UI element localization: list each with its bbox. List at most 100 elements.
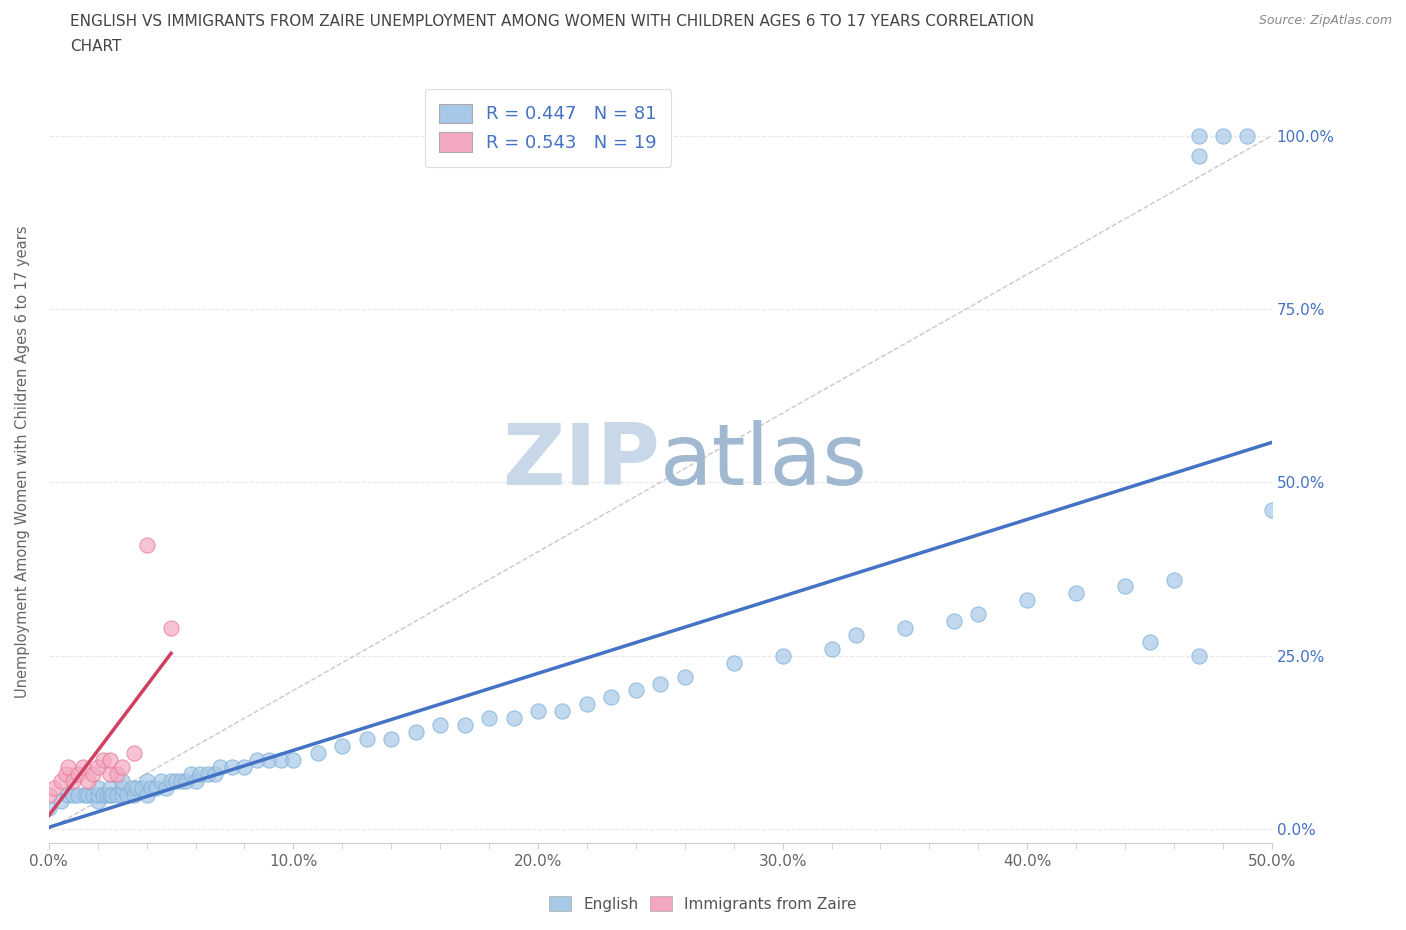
- Point: [174, 773, 197, 788]
- Point: [221, 759, 243, 774]
- Point: [111, 787, 134, 802]
- Point: [98, 766, 121, 781]
- Point: [115, 787, 138, 802]
- Point: [141, 780, 163, 795]
- Point: [380, 732, 402, 747]
- Point: [58, 787, 80, 802]
- Point: [111, 780, 134, 795]
- Point: [184, 773, 207, 788]
- Point: [894, 620, 917, 635]
- Point: [135, 538, 157, 552]
- Y-axis label: Unemployment Among Women with Children Ages 6 to 17 years: Unemployment Among Women with Children A…: [15, 225, 30, 698]
- Point: [233, 759, 256, 774]
- Point: [125, 780, 148, 795]
- Point: [124, 746, 146, 761]
- Point: [105, 766, 128, 781]
- Point: [820, 642, 842, 657]
- Point: [551, 704, 574, 719]
- Text: Source: ZipAtlas.com: Source: ZipAtlas.com: [1258, 14, 1392, 27]
- Point: [723, 656, 745, 671]
- Point: [135, 773, 157, 788]
- Point: [1163, 572, 1185, 587]
- Point: [86, 759, 108, 774]
- Point: [77, 787, 100, 802]
- Point: [150, 773, 173, 788]
- Point: [165, 773, 187, 788]
- Point: [101, 787, 124, 802]
- Point: [1187, 149, 1209, 164]
- Legend: English, Immigrants from Zaire: English, Immigrants from Zaire: [543, 890, 863, 918]
- Point: [131, 780, 153, 795]
- Point: [58, 759, 80, 774]
- Text: ZIP: ZIP: [502, 420, 661, 503]
- Point: [429, 718, 451, 733]
- Point: [600, 690, 623, 705]
- Point: [124, 787, 146, 802]
- Point: [942, 614, 965, 629]
- Point: [42, 780, 65, 795]
- Point: [160, 773, 183, 788]
- Point: [111, 759, 134, 774]
- Point: [650, 676, 672, 691]
- Point: [98, 787, 121, 802]
- Point: [38, 801, 60, 816]
- Point: [1236, 128, 1258, 143]
- Point: [91, 787, 114, 802]
- Point: [246, 752, 269, 767]
- Point: [91, 752, 114, 767]
- Point: [1064, 586, 1087, 601]
- Point: [330, 738, 353, 753]
- Point: [135, 787, 157, 802]
- Point: [145, 780, 167, 795]
- Text: CHART: CHART: [70, 39, 122, 54]
- Point: [307, 746, 329, 761]
- Point: [170, 773, 193, 788]
- Point: [121, 780, 143, 795]
- Point: [98, 752, 121, 767]
- Point: [111, 773, 134, 788]
- Legend: R = 0.447   N = 81, R = 0.543   N = 19: R = 0.447 N = 81, R = 0.543 N = 19: [425, 89, 671, 166]
- Point: [55, 766, 77, 781]
- Point: [72, 759, 94, 774]
- Point: [405, 724, 427, 739]
- Point: [96, 787, 118, 802]
- Text: ENGLISH VS IMMIGRANTS FROM ZAIRE UNEMPLOYMENT AMONG WOMEN WITH CHILDREN AGES 6 T: ENGLISH VS IMMIGRANTS FROM ZAIRE UNEMPLO…: [70, 14, 1035, 29]
- Point: [673, 670, 696, 684]
- Point: [67, 766, 90, 781]
- Point: [356, 732, 378, 747]
- Point: [197, 766, 219, 781]
- Point: [155, 780, 177, 795]
- Point: [967, 606, 990, 621]
- Point: [160, 620, 183, 635]
- Point: [1114, 579, 1136, 594]
- Point: [1187, 648, 1209, 663]
- Point: [82, 766, 104, 781]
- Point: [1187, 128, 1209, 143]
- Point: [38, 787, 60, 802]
- Point: [86, 787, 108, 802]
- Point: [49, 773, 72, 788]
- Point: [105, 787, 128, 802]
- Point: [502, 711, 524, 725]
- Point: [77, 773, 100, 788]
- Point: [527, 704, 550, 719]
- Point: [62, 773, 84, 788]
- Point: [180, 766, 202, 781]
- Point: [49, 794, 72, 809]
- Point: [575, 697, 598, 711]
- Point: [208, 759, 231, 774]
- Point: [86, 780, 108, 795]
- Point: [1261, 503, 1284, 518]
- Point: [624, 683, 647, 698]
- Point: [82, 787, 104, 802]
- Point: [1212, 128, 1234, 143]
- Point: [845, 628, 868, 643]
- Point: [478, 711, 501, 725]
- Point: [453, 718, 475, 733]
- Point: [75, 787, 97, 802]
- Point: [772, 648, 794, 663]
- Point: [190, 766, 212, 781]
- Point: [283, 752, 305, 767]
- Point: [1017, 593, 1039, 608]
- Text: atlas: atlas: [661, 420, 869, 503]
